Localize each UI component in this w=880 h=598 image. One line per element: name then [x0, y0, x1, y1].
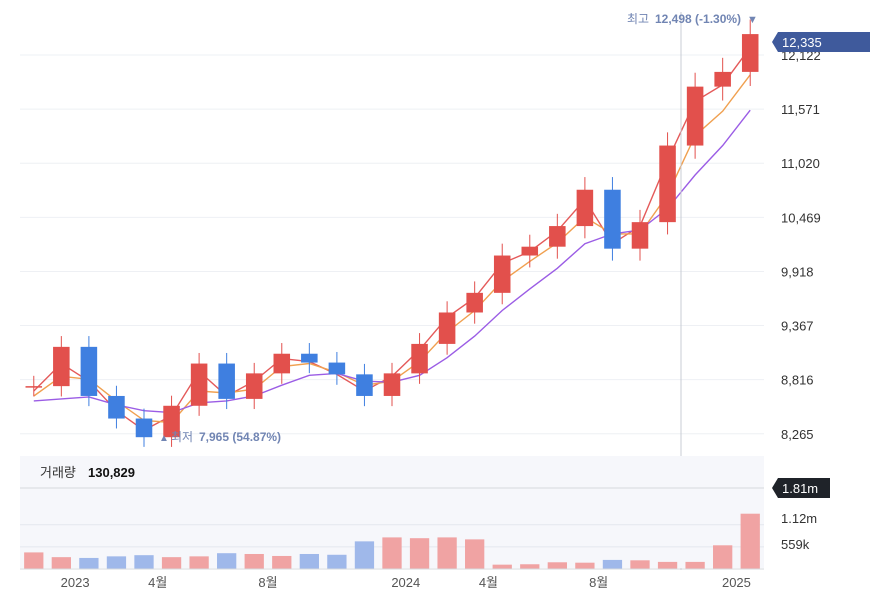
x-tick-label: 2023 [61, 575, 90, 590]
x-tick-label: 8월 [589, 575, 608, 590]
volume-bar [217, 553, 237, 569]
volume-bar [106, 556, 127, 569]
volume-current-badge: 1.81m [772, 478, 830, 498]
current-price-label: 12,335 [782, 35, 822, 50]
volume-bar [189, 556, 209, 569]
candle-body [80, 346, 98, 396]
high-annotation: 최고 12,498 (-1.30%) ▼ [627, 12, 758, 26]
volume-bar [465, 539, 485, 569]
volume-value: 130,829 [88, 465, 135, 480]
high-down-icon: ▼ [747, 14, 758, 26]
low-label: 7,965 (54.87%) [199, 430, 281, 444]
candle-body [686, 86, 704, 146]
low-annotation: ▲ 최저 7,965 (54.87%) [159, 430, 281, 444]
price-gridlines [20, 54, 764, 435]
x-tick-label: 4월 [479, 575, 498, 590]
volume-bar [382, 537, 402, 569]
price-tick-label: 9,367 [781, 319, 814, 334]
candle-body [53, 346, 70, 387]
price-candles [25, 19, 759, 447]
volume-bar [354, 541, 375, 569]
volume-bars [24, 513, 760, 569]
volume-current-label: 1.81m [782, 481, 818, 496]
price-tick-label: 11,020 [781, 156, 820, 171]
volume-bar [630, 560, 650, 569]
volume-bar [272, 555, 292, 569]
candle-body [604, 189, 621, 249]
volume-badge-shape [772, 478, 830, 498]
candle-body [493, 255, 511, 293]
x-tick-label: 2025 [722, 575, 751, 590]
volume-tick-high: 1.12m [781, 511, 817, 526]
candle-body [245, 373, 263, 399]
candle-body [163, 405, 180, 438]
volume-bar [547, 562, 567, 569]
volume-bar [575, 562, 595, 569]
volume-bar [244, 553, 264, 569]
volume-bar [134, 555, 154, 569]
candle-body [438, 312, 456, 344]
low-up-icon: ▲ [159, 433, 169, 444]
candle-body [356, 374, 373, 396]
candle-body [328, 362, 346, 375]
volume-bar [51, 557, 71, 569]
x-tick-label: 2024 [391, 575, 420, 590]
volume-bar [161, 557, 182, 569]
volume-bar [602, 559, 623, 569]
candle-body [576, 189, 594, 227]
candle-body [108, 395, 125, 419]
high-prefix: 최고 [627, 12, 649, 26]
volume-bar [657, 561, 678, 569]
candle-body [218, 363, 235, 399]
volume-bar [713, 545, 733, 569]
volume-tick-low: 559k [781, 537, 810, 552]
candle-body [190, 363, 208, 406]
candle-body [521, 246, 539, 256]
volume-bar [492, 564, 512, 569]
candle-body [714, 71, 731, 87]
volume-bar [437, 537, 457, 569]
price-tick-label: 8,816 [781, 373, 814, 388]
high-label: 12,498 (-1.30%) [655, 12, 741, 26]
volume-bar [685, 561, 705, 569]
candle-body [466, 292, 483, 313]
volume-bar [520, 564, 540, 569]
x-axis: 2023 4월 8월 2024 4월 8월 2025 [61, 575, 751, 590]
candle-body [135, 418, 153, 438]
volume-bar [327, 554, 347, 569]
volume-bar [409, 538, 430, 569]
candle-body [411, 343, 428, 374]
current-price-badge: 12,335 [772, 32, 870, 52]
volume-bar [740, 513, 760, 569]
current-price-badge-shape [772, 32, 870, 52]
price-tick-label: 10,469 [781, 210, 821, 225]
price-y-axis: 12,12211,57111,02010,4699,9189,3678,8168… [781, 48, 821, 442]
x-tick-label: 4월 [148, 575, 167, 590]
candle-body [631, 222, 649, 249]
candle-body [659, 145, 676, 223]
volume-title: 거래량 [40, 465, 76, 480]
candle-body [549, 226, 566, 247]
volume-bar [299, 553, 319, 569]
price-tick-label: 8,265 [781, 427, 814, 442]
volume-bar [79, 557, 99, 569]
candle-body [741, 34, 759, 72]
candle-body [301, 353, 318, 363]
candle-body [383, 373, 401, 396]
price-tick-label: 9,918 [781, 264, 814, 279]
volume-bar [24, 552, 44, 569]
price-tick-label: 11,571 [781, 102, 820, 117]
candle-body [25, 386, 43, 388]
x-tick-label: 8월 [258, 575, 277, 590]
candle-body [273, 353, 291, 374]
low-prefix: 최저 [171, 430, 193, 444]
